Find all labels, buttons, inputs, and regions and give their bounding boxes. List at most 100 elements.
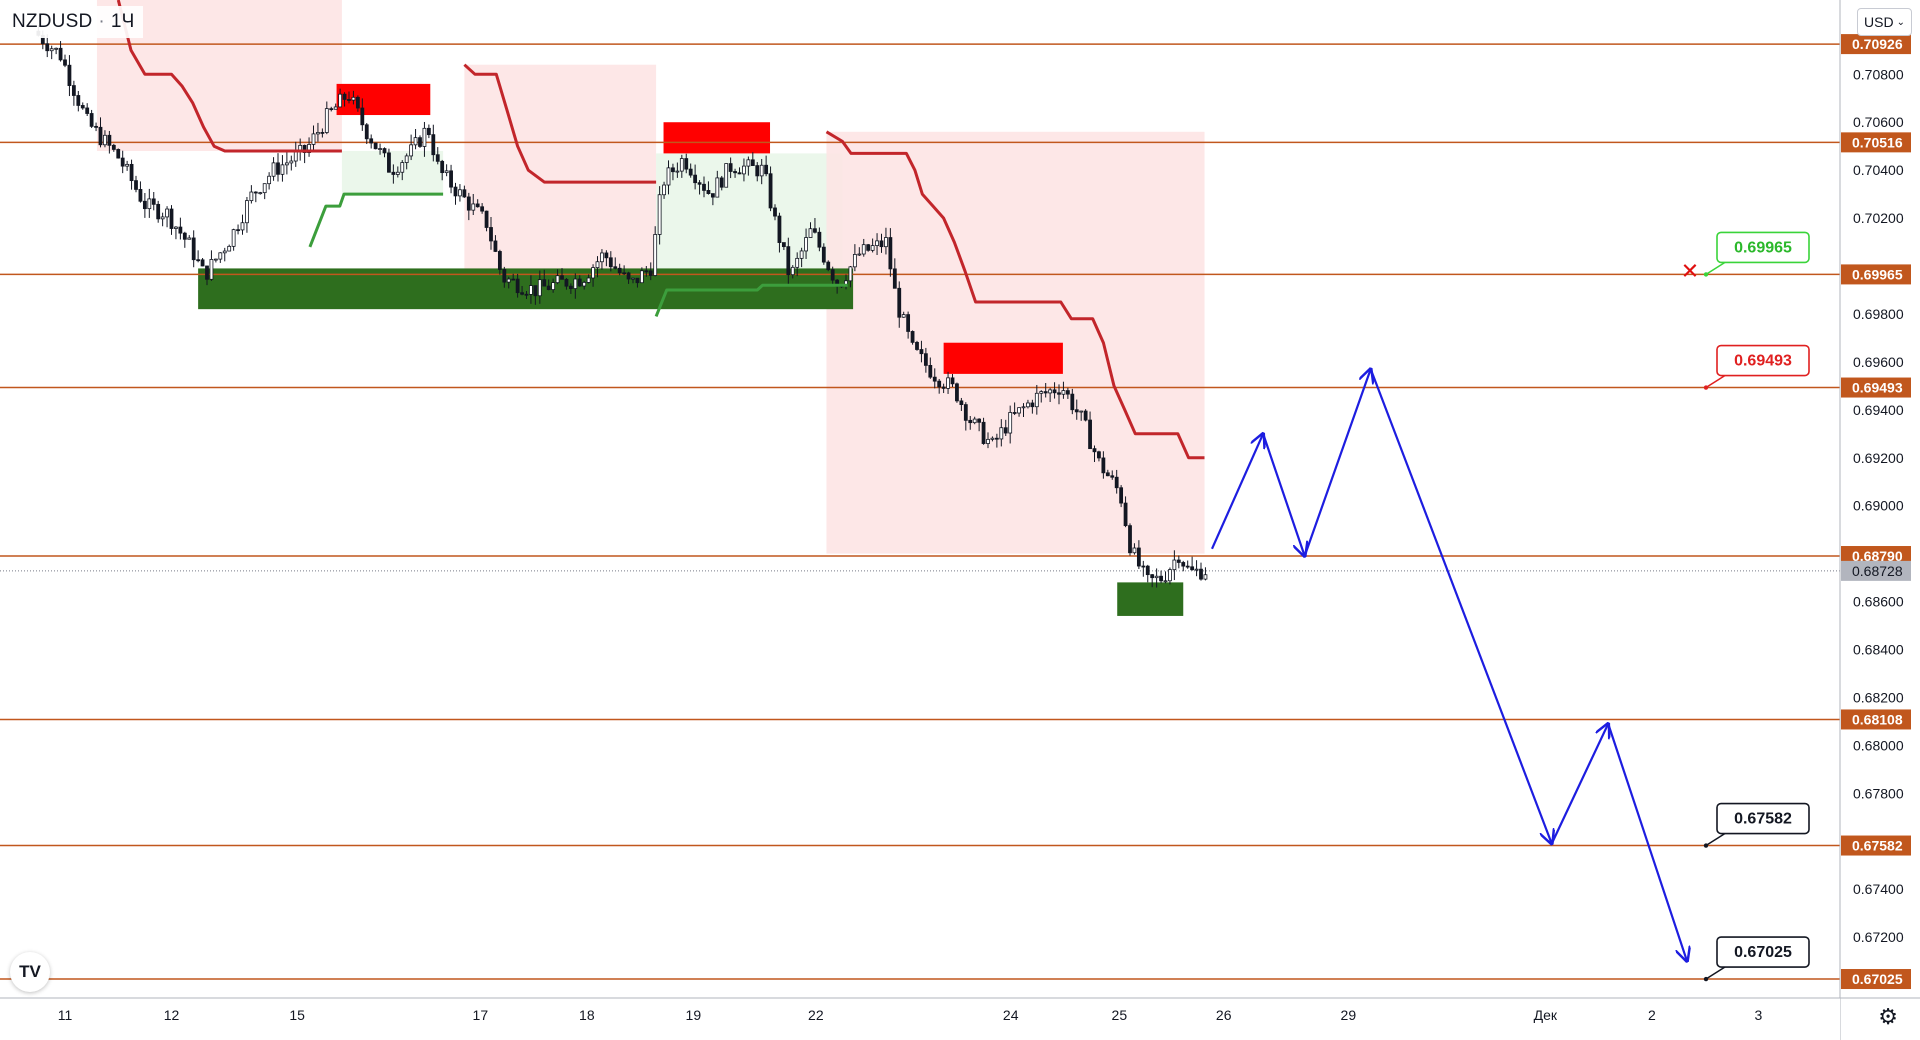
candle-body bbox=[746, 159, 751, 167]
price-callout: 0.67582 bbox=[1703, 802, 1810, 848]
candle-body bbox=[963, 404, 968, 421]
candle bbox=[963, 402, 968, 431]
candle bbox=[1114, 469, 1119, 494]
level-price-tag-label: 0.69493 bbox=[1852, 380, 1903, 396]
candle-body bbox=[1123, 502, 1128, 527]
candle bbox=[360, 98, 365, 131]
time-tick-label: 11 bbox=[58, 1007, 73, 1023]
candle bbox=[395, 166, 400, 178]
candle-body bbox=[1030, 402, 1035, 408]
candle-body bbox=[67, 64, 72, 86]
candle-body bbox=[511, 278, 516, 281]
candle-body bbox=[502, 269, 507, 283]
candle-body bbox=[426, 127, 431, 136]
level-price-tag-label: 0.69965 bbox=[1852, 266, 1903, 282]
candle bbox=[715, 170, 720, 198]
candle-body bbox=[1168, 569, 1172, 582]
candle bbox=[941, 383, 946, 394]
currency-label: USD bbox=[1864, 14, 1894, 30]
candle bbox=[475, 199, 480, 208]
candle-body bbox=[591, 267, 595, 279]
candle-body bbox=[351, 96, 356, 101]
candle-body bbox=[125, 163, 130, 167]
candle-body bbox=[768, 173, 773, 209]
candle bbox=[71, 80, 76, 106]
candle bbox=[768, 166, 773, 212]
candle-body bbox=[1017, 407, 1021, 414]
candle-body bbox=[129, 163, 134, 182]
level-price-tag bbox=[1841, 709, 1911, 730]
candle-body bbox=[200, 259, 205, 267]
candle-body bbox=[413, 137, 418, 146]
candle bbox=[267, 172, 272, 190]
callout-pointer bbox=[1705, 261, 1726, 276]
candle-body bbox=[821, 246, 826, 263]
candle bbox=[910, 330, 915, 345]
level-price-tag-label: 0.68790 bbox=[1852, 548, 1903, 564]
candle bbox=[959, 397, 964, 411]
candle bbox=[537, 270, 542, 304]
candle-body bbox=[724, 163, 729, 188]
projection-arrow bbox=[1262, 433, 1305, 556]
candle-body bbox=[103, 134, 107, 146]
candle-body bbox=[790, 266, 795, 276]
candle-body bbox=[901, 314, 906, 318]
candle-body bbox=[227, 245, 232, 252]
candle bbox=[697, 180, 702, 195]
gear-icon[interactable]: ⚙ bbox=[1878, 1005, 1898, 1030]
candle-body bbox=[338, 93, 343, 108]
candle-body bbox=[1097, 451, 1101, 459]
candle-body bbox=[1039, 391, 1044, 394]
symbol-legend[interactable]: NZDUSD · 1Ч bbox=[4, 6, 143, 38]
candlestick-series bbox=[36, 25, 1208, 588]
candle-body bbox=[946, 377, 950, 389]
candle-body bbox=[160, 216, 165, 220]
candle-body bbox=[1105, 472, 1110, 477]
candle-body bbox=[1079, 410, 1084, 413]
candle bbox=[1172, 550, 1177, 581]
candle-body bbox=[560, 275, 564, 280]
callout-label: 0.67582 bbox=[1734, 811, 1792, 828]
candle-body bbox=[276, 162, 280, 175]
candle bbox=[324, 101, 329, 135]
candle-body bbox=[750, 159, 755, 166]
candle-body bbox=[1119, 487, 1124, 504]
candle-body bbox=[542, 279, 547, 287]
candle bbox=[1057, 384, 1061, 405]
candle-body bbox=[1176, 559, 1181, 563]
candle-body bbox=[435, 154, 440, 162]
candle-body bbox=[533, 285, 538, 297]
candle-body bbox=[431, 134, 436, 156]
candle-body bbox=[666, 167, 671, 186]
candle bbox=[622, 265, 627, 276]
candle-body bbox=[773, 207, 777, 217]
supertrend-up bbox=[654, 283, 848, 317]
candle-body bbox=[537, 279, 542, 297]
candle bbox=[906, 311, 911, 339]
candle bbox=[1150, 573, 1155, 588]
candle bbox=[400, 160, 405, 181]
candle bbox=[116, 148, 121, 159]
level-price-tag bbox=[1841, 264, 1911, 285]
candle bbox=[852, 244, 857, 272]
time-tick-label: 29 bbox=[1341, 1007, 1357, 1023]
candle-body bbox=[990, 437, 995, 440]
tradingview-logo[interactable]: TV bbox=[10, 952, 50, 992]
candle-body bbox=[892, 268, 897, 289]
candle bbox=[755, 162, 760, 182]
supply-zone bbox=[943, 342, 1063, 374]
currency-selector-button[interactable]: USD ⌄ bbox=[1857, 8, 1912, 36]
candle-body bbox=[1128, 525, 1132, 554]
price-callout: 0.67025 bbox=[1703, 936, 1810, 982]
candle bbox=[688, 163, 693, 178]
candle-body bbox=[617, 267, 622, 274]
candle bbox=[200, 258, 205, 267]
candle-body bbox=[1088, 419, 1092, 450]
supertrend-up bbox=[308, 192, 444, 248]
candle-body bbox=[684, 158, 689, 170]
candle-body bbox=[382, 148, 387, 154]
candle bbox=[1088, 411, 1092, 450]
candle-body bbox=[307, 144, 311, 153]
candle-body bbox=[657, 194, 662, 235]
